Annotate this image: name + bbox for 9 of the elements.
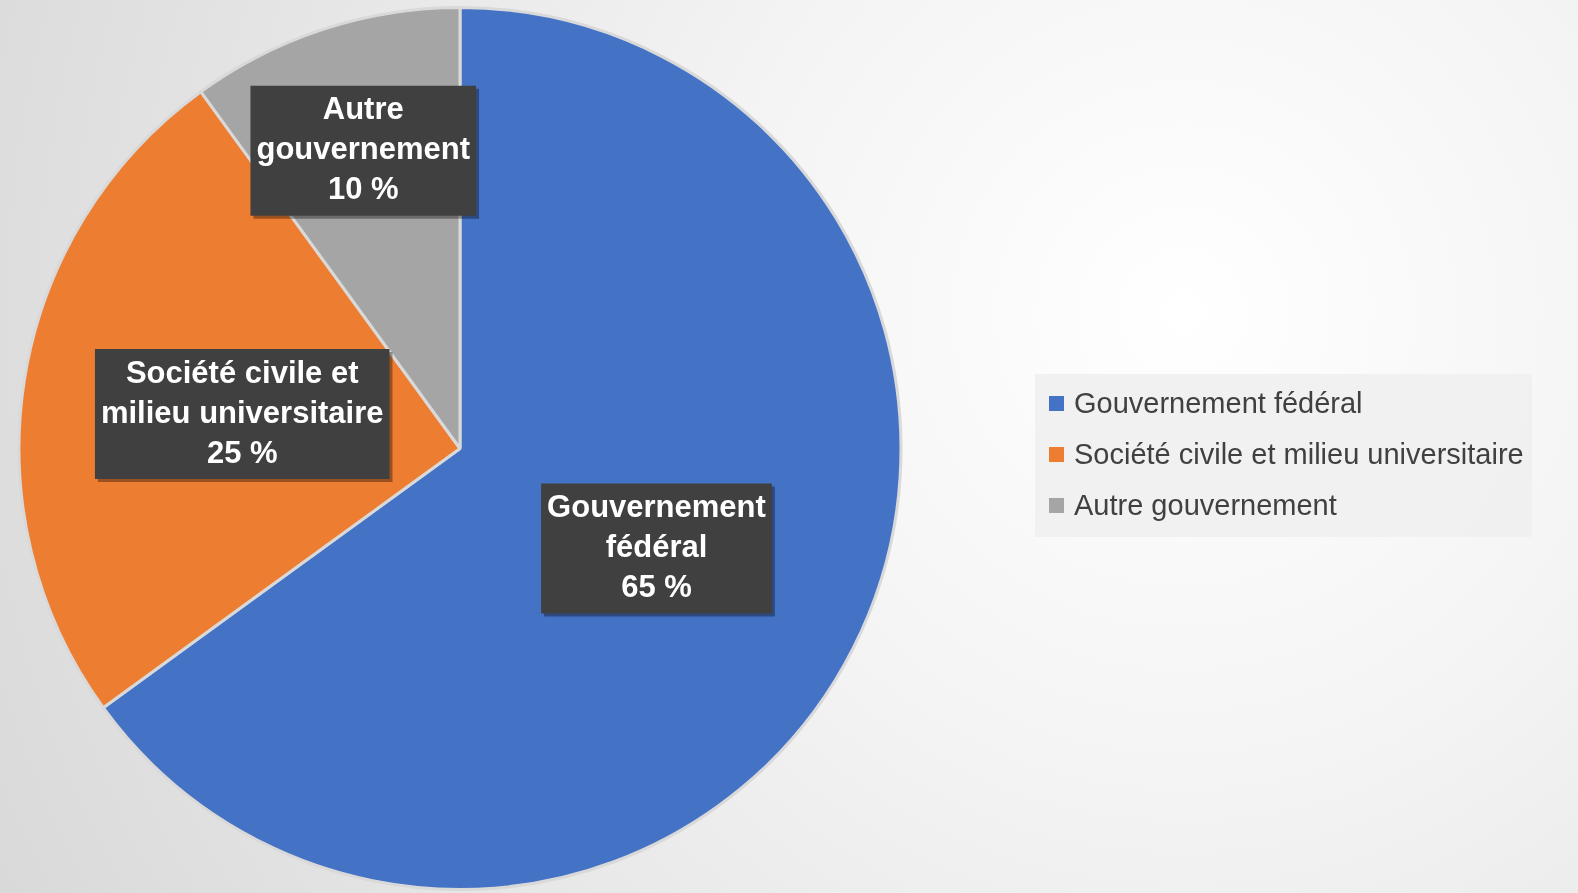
data-label: 10 %: [327, 171, 399, 207]
slice-label: Autre gouvernement: [256, 91, 471, 167]
legend-label: Autre gouvernement: [1074, 489, 1337, 522]
legend-label: Société civile et milieu universitaire: [1074, 438, 1524, 471]
slice-label: Société civile et milieu universitaire: [100, 354, 384, 430]
data-label: 65 %: [621, 569, 692, 605]
slice-label: Gouvernement fédéral: [547, 489, 766, 565]
data-label: 25 %: [206, 434, 278, 470]
slice-label: Gouvernement fédéral: [1074, 387, 1363, 420]
